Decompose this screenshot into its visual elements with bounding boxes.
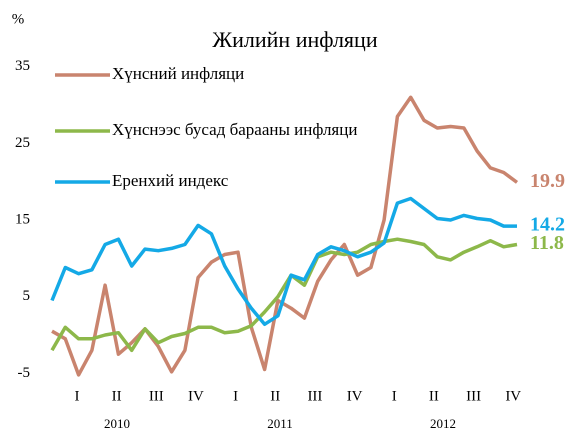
year-label: 2010	[104, 416, 130, 431]
y-tick-label: 15	[15, 211, 30, 227]
x-tick-label: I	[75, 388, 80, 404]
x-tick-label: III	[149, 388, 164, 404]
line-series	[50, 196, 517, 327]
year-label: 2011	[267, 416, 293, 431]
x-tick-label: II	[112, 388, 122, 404]
end-label: 11.8	[530, 232, 564, 254]
x-tick-label: IV	[347, 388, 363, 404]
y-tick-label: 35	[15, 58, 30, 74]
x-tick-label: IV	[188, 388, 204, 404]
x-tick-label: II	[270, 388, 280, 404]
legend-label: Хүнсний инфляци	[112, 64, 244, 83]
y-axis-label: %	[12, 11, 25, 27]
y-tick-label: -5	[18, 365, 31, 381]
legend-label: Хүнснээс бусад барааны инфляци	[112, 120, 357, 139]
end-label: 19.9	[530, 170, 565, 192]
y-tick-label: 25	[15, 135, 30, 151]
chart-title: Жилийн инфляци	[212, 27, 377, 52]
x-tick-label: I	[233, 388, 238, 404]
x-tick-label: III	[307, 388, 322, 404]
x-tick-label: IV	[505, 388, 521, 404]
end-label: 14.2	[530, 214, 565, 236]
line-series	[50, 237, 518, 353]
x-tick-label: III	[466, 388, 481, 404]
line-series	[51, 95, 519, 377]
legend-label: Еренхий индекс	[112, 171, 229, 190]
x-tick-label: II	[429, 388, 439, 404]
x-tick-label: I	[392, 388, 397, 404]
year-label: 2012	[430, 416, 456, 431]
y-tick-label: 5	[23, 288, 31, 304]
